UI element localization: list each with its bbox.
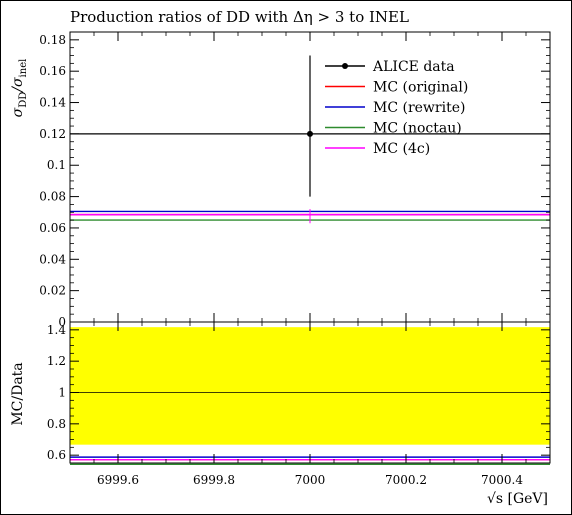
legend-data-marker (342, 63, 348, 69)
main-y-tick-label: 0.02 (39, 284, 66, 298)
ylabel-sigma: σ (10, 107, 26, 117)
x-tick-label: 7000 (295, 473, 326, 487)
ylabel-slash-sigma: /σ (10, 77, 26, 94)
main-y-tick-label: 0.18 (39, 33, 66, 47)
main-y-tick-label: 0.04 (39, 252, 66, 266)
ylabel-sub-inel: inel (18, 59, 29, 78)
ratio-panel: 0.6 0.8 1 1.2 1.4 6999.6 6999.8 7000 7000.2 7000.… (47, 321, 551, 487)
main-y-tick-label: 0.06 (39, 221, 66, 235)
x-tick-label: 7000.4 (481, 473, 523, 487)
legend-label-noctau: MC (noctau) (373, 121, 462, 137)
main-y-axis-label: σDD/σinel (10, 59, 29, 118)
ratio-y-tick-label: 1.4 (47, 323, 66, 337)
ratio-y-axis-label: MC/Data (10, 362, 26, 425)
legend-label-data: ALICE data (372, 59, 455, 75)
main-y-tick-label: 0.12 (39, 127, 66, 141)
main-panel: 0 0.02 0.04 0.06 0.08 0.1 0.12 0.14 0.16 0.18 ALIC… (39, 31, 551, 329)
x-axis-label: √s [GeV] (487, 491, 548, 507)
x-tick-label: 7000.2 (385, 473, 427, 487)
main-y-tick-label: 0 (58, 315, 66, 329)
x-tick-label: 6999.6 (97, 473, 139, 487)
main-y-tick-label: 0.14 (39, 96, 66, 110)
main-y-tick-label: 0.16 (39, 64, 66, 78)
legend-label-4c: MC (4c) (373, 141, 430, 157)
ratio-y-tick-label: 1 (58, 386, 66, 400)
legend-label-rewrite: MC (rewrite) (373, 100, 465, 116)
x-tick-label: 6999.8 (193, 473, 235, 487)
ratio-y-tick-label: 1.2 (47, 354, 66, 368)
ratio-y-tick-label: 0.6 (47, 448, 66, 462)
legend-label-original: MC (original) (373, 80, 468, 96)
main-y-tick-label: 0.08 (39, 190, 66, 204)
data-point (307, 130, 313, 137)
chart-title: Production ratios of DD with Δη > 3 to I… (70, 8, 409, 26)
main-y-tick-label: 0.1 (47, 158, 66, 172)
ylabel-sub-dd: DD (18, 92, 29, 108)
data-uncertainty-band (70, 327, 550, 445)
ratio-y-tick-label: 0.8 (47, 417, 66, 431)
